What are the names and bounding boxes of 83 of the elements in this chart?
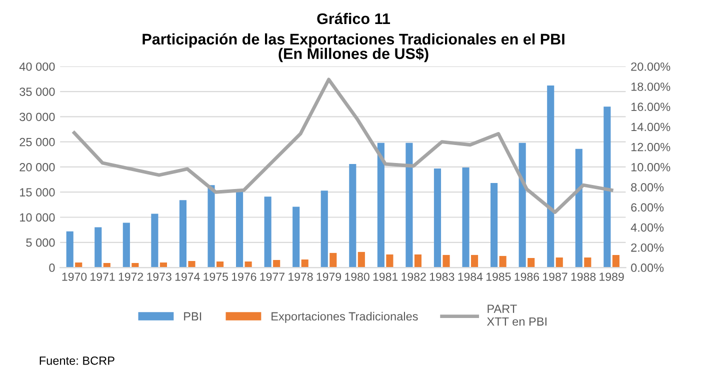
line-series bbox=[72, 78, 614, 214]
y-tick-label: 40 000 bbox=[19, 62, 55, 71]
bar bbox=[584, 257, 592, 268]
x-tick-label: 1985 bbox=[486, 272, 511, 281]
bar bbox=[244, 261, 252, 268]
x-tick-label: 1988 bbox=[571, 272, 596, 281]
bar bbox=[604, 106, 611, 268]
x-tick-label: 1970 bbox=[62, 272, 87, 281]
bar bbox=[216, 261, 224, 268]
bar bbox=[179, 200, 187, 268]
y2-tick-label: 12.00% bbox=[631, 142, 670, 152]
bar bbox=[320, 190, 328, 268]
source-note: Fuente: BCRP bbox=[40, 356, 114, 365]
bar bbox=[292, 206, 300, 268]
bar bbox=[377, 142, 384, 268]
bar bbox=[575, 148, 582, 268]
y-tick-label: 0 bbox=[49, 264, 55, 272]
y-tick-label: 25 000 bbox=[20, 138, 55, 146]
bar bbox=[358, 252, 365, 268]
bar bbox=[386, 254, 394, 268]
bar bbox=[462, 167, 470, 268]
y-tick-label: 5 000 bbox=[26, 238, 55, 247]
x-tick-label: 1987 bbox=[543, 272, 568, 281]
y2-tick-label: 14.00% bbox=[631, 122, 670, 132]
legend-label: Exportaciones Tradicionales bbox=[272, 312, 418, 323]
bar bbox=[434, 168, 442, 268]
y-tick-label: 35 000 bbox=[20, 88, 55, 96]
y-tick-label: 20 000 bbox=[20, 163, 55, 172]
x-tick-label: 1974 bbox=[175, 272, 200, 281]
x-tick-label: 1976 bbox=[232, 272, 256, 281]
bar bbox=[208, 185, 215, 268]
y2-tick-label: 16.00% bbox=[631, 102, 670, 112]
bar bbox=[122, 222, 130, 268]
x-tick-label: 1971 bbox=[90, 272, 115, 281]
y2-tick-label: 6.00% bbox=[631, 203, 664, 212]
bar bbox=[151, 214, 158, 268]
y2-tick-label: 8.00% bbox=[631, 183, 664, 192]
chart-subtitle: Participación de las Exportaciones Tradicionales en el PBI (En Millones de US$) bbox=[142, 33, 564, 62]
bar bbox=[518, 142, 526, 268]
x-tick-label: 1980 bbox=[345, 272, 370, 281]
x-tick-label: 1982 bbox=[402, 272, 426, 281]
bar bbox=[94, 227, 102, 268]
y2-tick-label: 18.00% bbox=[631, 82, 670, 91]
bar bbox=[490, 183, 498, 268]
bar bbox=[264, 196, 272, 268]
x-tick-label: 1972 bbox=[118, 272, 144, 281]
bar bbox=[349, 164, 356, 268]
x-tick-label: 1983 bbox=[430, 272, 454, 281]
bar bbox=[236, 190, 244, 268]
x-tick-label: 1984 bbox=[458, 272, 483, 281]
bar bbox=[301, 259, 308, 268]
bar bbox=[556, 257, 563, 268]
y2-tick-label: 20.00% bbox=[631, 62, 670, 71]
bar bbox=[273, 260, 280, 268]
y2-tick-label: 4.00% bbox=[630, 223, 664, 232]
bar bbox=[499, 256, 506, 268]
x-tick-label: 1977 bbox=[260, 272, 284, 281]
legend-label: PART XTT en PBI bbox=[486, 304, 546, 326]
bar bbox=[528, 258, 535, 268]
x-tick-label: 1978 bbox=[288, 272, 313, 281]
x-tick-label: 1975 bbox=[204, 272, 228, 281]
bar bbox=[442, 254, 450, 268]
bar bbox=[471, 254, 478, 268]
y2-tick-label: 0.00% bbox=[631, 264, 664, 272]
legend-label: PBI bbox=[184, 312, 202, 320]
x-tick-label: 1979 bbox=[316, 272, 342, 281]
x-tick-label: 1986 bbox=[514, 272, 540, 281]
y2-tick-label: 10.00% bbox=[631, 163, 670, 172]
x-tick-label: 1989 bbox=[600, 272, 624, 281]
x-tick-label: 1981 bbox=[373, 272, 398, 281]
bar bbox=[406, 142, 413, 268]
chart-title: Gráfico 11 bbox=[317, 12, 390, 24]
bar bbox=[414, 254, 422, 268]
y-tick-label: 15 000 bbox=[20, 188, 55, 197]
y-tick-label: 30 000 bbox=[20, 112, 55, 122]
y2-tick-label: 2.00% bbox=[631, 243, 664, 252]
x-tick-label: 1973 bbox=[147, 272, 172, 281]
bar bbox=[547, 86, 554, 268]
bar bbox=[330, 252, 337, 268]
bar bbox=[66, 231, 74, 268]
bar bbox=[188, 260, 196, 268]
y-tick-label: 10 000 bbox=[20, 213, 55, 222]
bar bbox=[612, 254, 620, 268]
